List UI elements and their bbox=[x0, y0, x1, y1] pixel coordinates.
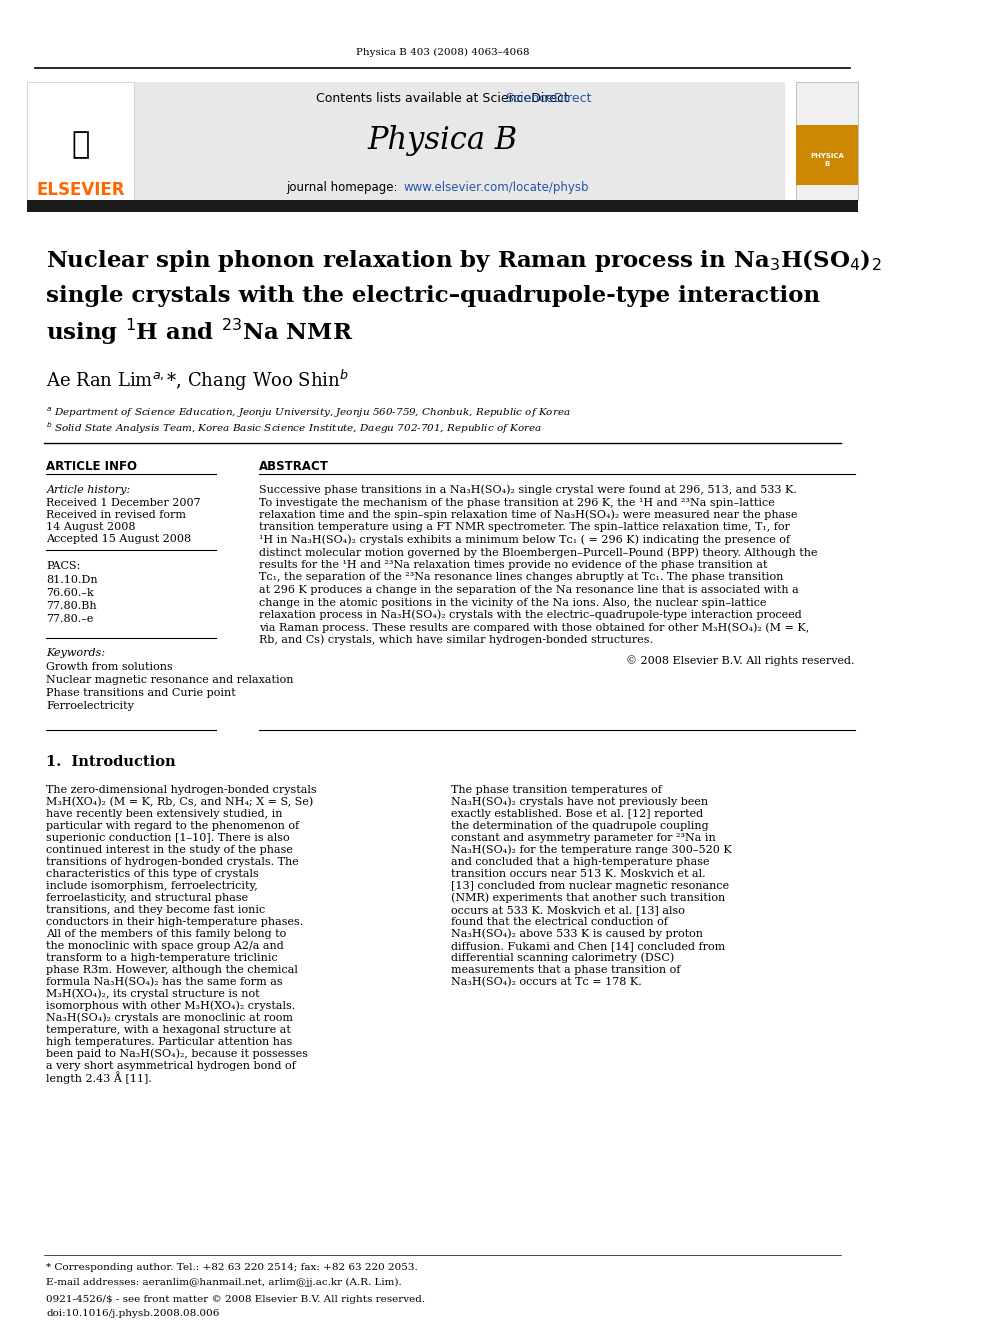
Text: single crystals with the electric–quadrupole-type interaction: single crystals with the electric–quadru… bbox=[47, 284, 820, 307]
Text: Accepted 15 August 2008: Accepted 15 August 2008 bbox=[47, 534, 191, 544]
Text: results for the ¹H and ²³Na relaxation times provide no evidence of the phase tr: results for the ¹H and ²³Na relaxation t… bbox=[259, 560, 767, 570]
Text: Na₃H(SO₄)₂ crystals have not previously been: Na₃H(SO₄)₂ crystals have not previously … bbox=[450, 796, 707, 807]
Text: isomorphous with other M₃H(XO₄)₂ crystals.: isomorphous with other M₃H(XO₄)₂ crystal… bbox=[47, 1000, 296, 1011]
Text: Tᴄ₁, the separation of the ²³Na resonance lines changes abruptly at Tᴄ₁. The pha: Tᴄ₁, the separation of the ²³Na resonanc… bbox=[259, 573, 783, 582]
Text: Growth from solutions: Growth from solutions bbox=[47, 662, 174, 672]
Text: transition occurs near 513 K. Moskvich et al.: transition occurs near 513 K. Moskvich e… bbox=[450, 869, 705, 878]
Text: E-mail addresses: aeranlim@hanmail.net, arlim@jj.ac.kr (A.R. Lim).: E-mail addresses: aeranlim@hanmail.net, … bbox=[47, 1278, 402, 1286]
Text: been paid to Na₃H(SO₄)₂, because it possesses: been paid to Na₃H(SO₄)₂, because it poss… bbox=[47, 1049, 309, 1060]
Text: $^b$ Solid State Analysis Team, Korea Basic Science Institute, Daegu 702-701, Re: $^b$ Solid State Analysis Team, Korea Ba… bbox=[47, 421, 543, 435]
Text: relaxation time and the spin–spin relaxation time of Na₃H(SO₄)₂ were measured ne: relaxation time and the spin–spin relaxa… bbox=[259, 509, 798, 520]
Text: Contents lists available at ScienceDirect: Contents lists available at ScienceDirec… bbox=[316, 91, 569, 105]
Text: journal homepage:: journal homepage: bbox=[286, 181, 402, 194]
Text: Successive phase transitions in a Na₃H(SO₄)₂ single crystal were found at 296, 5: Successive phase transitions in a Na₃H(S… bbox=[259, 484, 797, 495]
Text: [13] concluded from nuclear magnetic resonance: [13] concluded from nuclear magnetic res… bbox=[450, 881, 729, 890]
Text: 77.80.–e: 77.80.–e bbox=[47, 614, 94, 624]
Text: Ae Ran Lim$^{a,}$*, Chang Woo Shin$^{b}$: Ae Ran Lim$^{a,}$*, Chang Woo Shin$^{b}$ bbox=[47, 368, 349, 393]
Text: include isomorphism, ferroelectricity,: include isomorphism, ferroelectricity, bbox=[47, 881, 258, 890]
FancyBboxPatch shape bbox=[27, 82, 785, 200]
Text: 0921-4526/$ - see front matter © 2008 Elsevier B.V. All rights reserved.: 0921-4526/$ - see front matter © 2008 El… bbox=[47, 1295, 426, 1304]
Text: at 296 K produces a change in the separation of the Na resonance line that is as: at 296 K produces a change in the separa… bbox=[259, 585, 799, 595]
Text: occurs at 533 K. Moskvich et al. [13] also: occurs at 533 K. Moskvich et al. [13] al… bbox=[450, 905, 684, 916]
Text: ARTICLE INFO: ARTICLE INFO bbox=[47, 459, 137, 472]
FancyBboxPatch shape bbox=[796, 124, 858, 185]
Text: transitions, and they become fast ionic: transitions, and they become fast ionic bbox=[47, 905, 266, 916]
Text: characteristics of this type of crystals: characteristics of this type of crystals bbox=[47, 869, 259, 878]
Text: relaxation process in Na₃H(SO₄)₂ crystals with the electric–quadrupole-type inte: relaxation process in Na₃H(SO₄)₂ crystal… bbox=[259, 610, 802, 620]
Text: measurements that a phase transition of: measurements that a phase transition of bbox=[450, 964, 680, 975]
Text: PHYSICA
B: PHYSICA B bbox=[810, 153, 844, 167]
Text: Na₃H(SO₄)₂ above 533 K is caused by proton: Na₃H(SO₄)₂ above 533 K is caused by prot… bbox=[450, 929, 702, 939]
Text: transform to a high-temperature triclinic: transform to a high-temperature triclini… bbox=[47, 953, 278, 963]
Text: transitions of hydrogen-bonded crystals. The: transitions of hydrogen-bonded crystals.… bbox=[47, 857, 300, 867]
Text: particular with regard to the phenomenon of: particular with regard to the phenomenon… bbox=[47, 822, 300, 831]
Text: and concluded that a high-temperature phase: and concluded that a high-temperature ph… bbox=[450, 857, 709, 867]
Text: ELSEVIER: ELSEVIER bbox=[36, 181, 125, 198]
Text: Physica B 403 (2008) 4063–4068: Physica B 403 (2008) 4063–4068 bbox=[356, 48, 529, 57]
Text: differential scanning calorimetry (DSC): differential scanning calorimetry (DSC) bbox=[450, 953, 674, 963]
Text: Rb, and Cs) crystals, which have similar hydrogen-bonded structures.: Rb, and Cs) crystals, which have similar… bbox=[259, 635, 653, 646]
Text: Phase transitions and Curie point: Phase transitions and Curie point bbox=[47, 688, 236, 699]
Text: 81.10.Dn: 81.10.Dn bbox=[47, 576, 98, 585]
FancyBboxPatch shape bbox=[27, 82, 134, 200]
Text: the determination of the quadrupole coupling: the determination of the quadrupole coup… bbox=[450, 822, 708, 831]
Text: diffusion. Fukami and Chen [14] concluded from: diffusion. Fukami and Chen [14] conclude… bbox=[450, 941, 725, 951]
Text: Nuclear spin phonon relaxation by Raman process in Na$_3$H(SO$_4$)$_2$: Nuclear spin phonon relaxation by Raman … bbox=[47, 246, 882, 274]
FancyBboxPatch shape bbox=[796, 82, 858, 200]
Text: high temperatures. Particular attention has: high temperatures. Particular attention … bbox=[47, 1037, 293, 1046]
Text: M₃H(XO₄)₂, its crystal structure is not: M₃H(XO₄)₂, its crystal structure is not bbox=[47, 988, 260, 999]
Text: ferroelasticity, and structural phase: ferroelasticity, and structural phase bbox=[47, 893, 249, 904]
Text: phase R3m. However, although the chemical: phase R3m. However, although the chemica… bbox=[47, 964, 299, 975]
Text: The zero-dimensional hydrogen-bonded crystals: The zero-dimensional hydrogen-bonded cry… bbox=[47, 785, 317, 795]
Text: found that the electrical conduction of: found that the electrical conduction of bbox=[450, 917, 668, 927]
Text: 14 August 2008: 14 August 2008 bbox=[47, 523, 136, 532]
Text: length 2.43 Å [11].: length 2.43 Å [11]. bbox=[47, 1072, 152, 1085]
Text: Physica B: Physica B bbox=[367, 124, 518, 156]
Text: doi:10.1016/j.physb.2008.08.006: doi:10.1016/j.physb.2008.08.006 bbox=[47, 1308, 220, 1318]
Text: Ferroelectricity: Ferroelectricity bbox=[47, 701, 134, 710]
Text: Keywords:: Keywords: bbox=[47, 648, 105, 658]
Text: a very short asymmetrical hydrogen bond of: a very short asymmetrical hydrogen bond … bbox=[47, 1061, 297, 1072]
Text: Nuclear magnetic resonance and relaxation: Nuclear magnetic resonance and relaxatio… bbox=[47, 675, 294, 685]
Text: $^a$ Department of Science Education, Jeonju University, Jeonju 560-759, Chonbuk: $^a$ Department of Science Education, Je… bbox=[47, 406, 571, 421]
Text: ScienceDirect: ScienceDirect bbox=[505, 91, 592, 105]
Text: conductors in their high-temperature phases.: conductors in their high-temperature pha… bbox=[47, 917, 304, 927]
Text: 77.80.Bh: 77.80.Bh bbox=[47, 601, 97, 611]
Text: Na₃H(SO₄)₂ occurs at Tᴄ = 178 K.: Na₃H(SO₄)₂ occurs at Tᴄ = 178 K. bbox=[450, 976, 641, 987]
Text: PACS:: PACS: bbox=[47, 561, 80, 572]
Text: All of the members of this family belong to: All of the members of this family belong… bbox=[47, 929, 287, 939]
Text: To investigate the mechanism of the phase transition at 296 K, the ¹H and ²³Na s: To investigate the mechanism of the phas… bbox=[259, 497, 775, 508]
Text: M₃H(XO₄)₂ (M = K, Rb, Cs, and NH₄; X = S, Se): M₃H(XO₄)₂ (M = K, Rb, Cs, and NH₄; X = S… bbox=[47, 796, 313, 807]
Text: 76.60.–k: 76.60.–k bbox=[47, 587, 94, 598]
Text: have recently been extensively studied, in: have recently been extensively studied, … bbox=[47, 808, 283, 819]
Text: distinct molecular motion governed by the Bloembergen–Purcell–Pound (BPP) theory: distinct molecular motion governed by th… bbox=[259, 548, 817, 558]
Text: the monoclinic with space group A2/a and: the monoclinic with space group A2/a and bbox=[47, 941, 284, 951]
Text: 1.  Introduction: 1. Introduction bbox=[47, 755, 176, 769]
Text: temperature, with a hexagonal structure at: temperature, with a hexagonal structure … bbox=[47, 1025, 292, 1035]
Text: transition temperature using a FT NMR spectrometer. The spin–lattice relaxation : transition temperature using a FT NMR sp… bbox=[259, 523, 790, 532]
Text: © 2008 Elsevier B.V. All rights reserved.: © 2008 Elsevier B.V. All rights reserved… bbox=[626, 655, 855, 665]
Text: change in the atomic positions in the vicinity of the Na ions. Also, the nuclear: change in the atomic positions in the vi… bbox=[259, 598, 766, 607]
Text: ABSTRACT: ABSTRACT bbox=[259, 459, 328, 472]
Text: ¹H in Na₃H(SO₄)₂ crystals exhibits a minimum below Tᴄ₁ ( = 296 K) indicating the: ¹H in Na₃H(SO₄)₂ crystals exhibits a min… bbox=[259, 534, 790, 545]
FancyBboxPatch shape bbox=[27, 200, 858, 212]
Text: Article history:: Article history: bbox=[47, 486, 131, 495]
Text: formula Na₃H(SO₄)₂ has the same form as: formula Na₃H(SO₄)₂ has the same form as bbox=[47, 976, 283, 987]
Text: Received in revised form: Received in revised form bbox=[47, 509, 186, 520]
Text: using $^1$H and $^{23}$Na NMR: using $^1$H and $^{23}$Na NMR bbox=[47, 318, 353, 347]
Text: www.elsevier.com/locate/physb: www.elsevier.com/locate/physb bbox=[403, 181, 588, 194]
Text: exactly established. Bose et al. [12] reported: exactly established. Bose et al. [12] re… bbox=[450, 808, 702, 819]
Text: continued interest in the study of the phase: continued interest in the study of the p… bbox=[47, 845, 294, 855]
Text: via Raman process. These results are compared with those obtained for other M₃H(: via Raman process. These results are com… bbox=[259, 622, 808, 632]
Text: superionic conduction [1–10]. There is also: superionic conduction [1–10]. There is a… bbox=[47, 833, 290, 843]
Text: Na₃H(SO₄)₂ for the temperature range 300–520 K: Na₃H(SO₄)₂ for the temperature range 300… bbox=[450, 844, 731, 855]
Text: The phase transition temperatures of: The phase transition temperatures of bbox=[450, 785, 662, 795]
Text: constant and asymmetry parameter for ²³Na in: constant and asymmetry parameter for ²³N… bbox=[450, 833, 715, 843]
Text: 🌳: 🌳 bbox=[71, 131, 89, 160]
Text: * Corresponding author. Tel.: +82 63 220 2514; fax: +82 63 220 2053.: * Corresponding author. Tel.: +82 63 220… bbox=[47, 1263, 419, 1273]
Text: Received 1 December 2007: Received 1 December 2007 bbox=[47, 497, 201, 508]
Text: Na₃H(SO₄)₂ crystals are monoclinic at room: Na₃H(SO₄)₂ crystals are monoclinic at ro… bbox=[47, 1012, 294, 1023]
Text: (NMR) experiments that another such transition: (NMR) experiments that another such tran… bbox=[450, 893, 725, 904]
